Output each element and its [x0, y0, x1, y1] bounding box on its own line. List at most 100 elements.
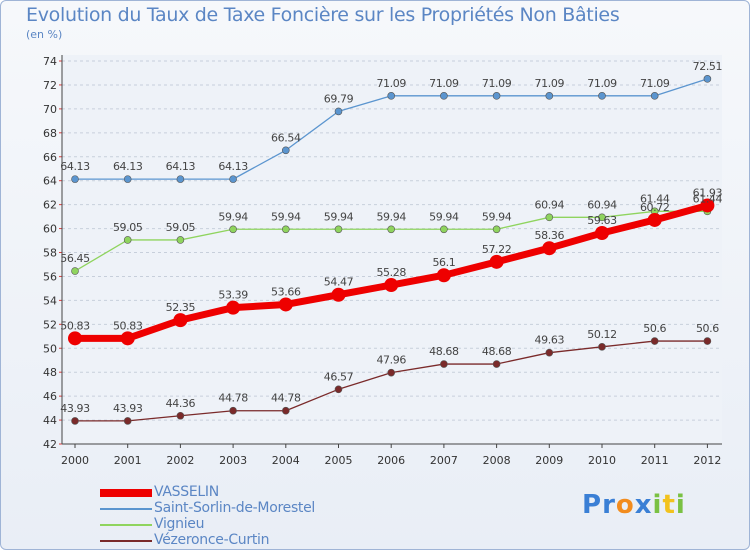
data-point: [489, 254, 504, 269]
data-label: 64.13: [218, 160, 248, 173]
legend-item: Saint-Sorlin-de-Morestel: [100, 500, 460, 516]
data-label: 52.35: [166, 301, 196, 314]
y-tick-label: 66: [43, 151, 57, 164]
x-tick-label: 2007: [430, 454, 458, 467]
data-label: 54.47: [324, 276, 354, 289]
data-label: 66.54: [271, 131, 301, 144]
x-tick-label: 2003: [219, 454, 247, 467]
data-label: 56.1: [432, 256, 455, 269]
legend-label: Vézeronce-Curtin: [154, 532, 270, 548]
data-point: [545, 213, 554, 222]
data-point: [331, 287, 346, 302]
legend-swatch: [100, 489, 152, 497]
data-point: [440, 225, 448, 234]
data-label: 61.93: [693, 186, 723, 199]
data-label: 48.68: [429, 345, 459, 358]
x-tick-label: 2009: [535, 454, 563, 467]
data-point: [123, 417, 132, 425]
x-tick-label: 2006: [377, 454, 405, 467]
data-point: [71, 267, 79, 275]
legend-swatch: [100, 524, 152, 526]
data-point: [492, 360, 501, 368]
plot-area: [62, 55, 722, 444]
data-label: 53.39: [218, 289, 248, 302]
data-point: [120, 331, 135, 346]
data-point: [387, 368, 396, 377]
data-point: [387, 92, 396, 100]
data-label: 59.94: [482, 210, 512, 223]
data-label: 64.13: [166, 160, 196, 173]
data-point: [281, 406, 290, 415]
x-tick-label: 2012: [693, 454, 721, 467]
data-point: [176, 175, 185, 183]
data-point: [647, 212, 662, 227]
data-label: 71.09: [535, 77, 565, 90]
data-label: 44.36: [166, 397, 196, 410]
data-label: 50.6: [643, 322, 666, 335]
x-tick-label: 2010: [588, 454, 616, 467]
data-label: 69.79: [324, 92, 354, 105]
data-point: [229, 225, 237, 234]
data-point: [440, 92, 448, 100]
y-tick-label: 58: [43, 247, 57, 260]
x-tick-label: 2008: [483, 454, 511, 467]
logo-letter: o: [615, 490, 635, 520]
y-tick-label: 52: [43, 318, 57, 331]
data-label: 48.68: [482, 345, 512, 358]
x-tick-label: 2002: [166, 454, 194, 467]
data-point: [545, 348, 554, 357]
y-tick-label: 62: [43, 199, 57, 212]
data-label: 50.83: [113, 319, 143, 332]
data-label: 59.94: [429, 210, 459, 223]
data-point: [123, 236, 132, 244]
x-tick-label: 2001: [114, 454, 142, 467]
y-tick-label: 50: [43, 342, 57, 355]
y-tick-label: 56: [43, 270, 57, 283]
proxiti-logo: Proxiti: [582, 490, 686, 520]
legend-label: Saint-Sorlin-de-Morestel: [154, 500, 316, 516]
data-point: [650, 337, 659, 345]
chart-title: Evolution du Taux de Taxe Foncière sur l…: [26, 4, 620, 26]
data-point: [278, 297, 293, 312]
logo-letter: i: [675, 490, 686, 520]
data-label: 59.94: [271, 210, 301, 223]
data-label: 56.45: [60, 252, 90, 265]
data-point: [229, 175, 237, 183]
data-label: 59.63: [587, 214, 617, 227]
x-tick-label: 2011: [641, 454, 669, 467]
data-point: [595, 225, 609, 240]
data-label: 64.13: [113, 160, 143, 173]
data-label: 46.57: [324, 370, 354, 383]
data-point: [440, 360, 448, 368]
x-tick-label: 2005: [325, 454, 353, 467]
data-label: 53.66: [271, 285, 301, 298]
data-point: [598, 343, 606, 351]
data-point: [545, 92, 554, 100]
data-label: 61.44: [693, 192, 723, 205]
x-tick-label: 2004: [272, 454, 300, 467]
legend-label: VASSELIN: [154, 484, 219, 500]
legend-label: Vignieu: [154, 516, 205, 532]
data-label: 71.09: [376, 77, 406, 90]
logo-letter: t: [662, 490, 676, 520]
data-point: [492, 92, 501, 100]
y-tick-label: 68: [43, 127, 57, 140]
data-label: 44.78: [271, 392, 301, 405]
data-point: [542, 241, 557, 256]
data-label: 59.05: [113, 221, 143, 234]
data-point: [492, 225, 501, 234]
data-label: 71.09: [429, 77, 459, 90]
data-label: 71.09: [587, 77, 617, 90]
data-point: [176, 411, 185, 420]
data-label: 47.96: [376, 354, 406, 367]
data-label: 59.05: [166, 221, 196, 234]
line-chart: 42 44 46 48 50 52 54 56 58 60 62 64 66 68 70 72 74 2000 20…: [43, 55, 723, 467]
y-tick-label: 44: [43, 414, 57, 427]
data-label: 49.63: [535, 334, 565, 347]
legend-swatch: [100, 540, 152, 542]
legend-item: Vézeronce-Curtin: [100, 532, 460, 548]
data-label: 71.09: [482, 77, 512, 90]
data-label: 59.94: [218, 210, 248, 223]
data-point: [334, 107, 343, 116]
data-point: [436, 268, 451, 283]
